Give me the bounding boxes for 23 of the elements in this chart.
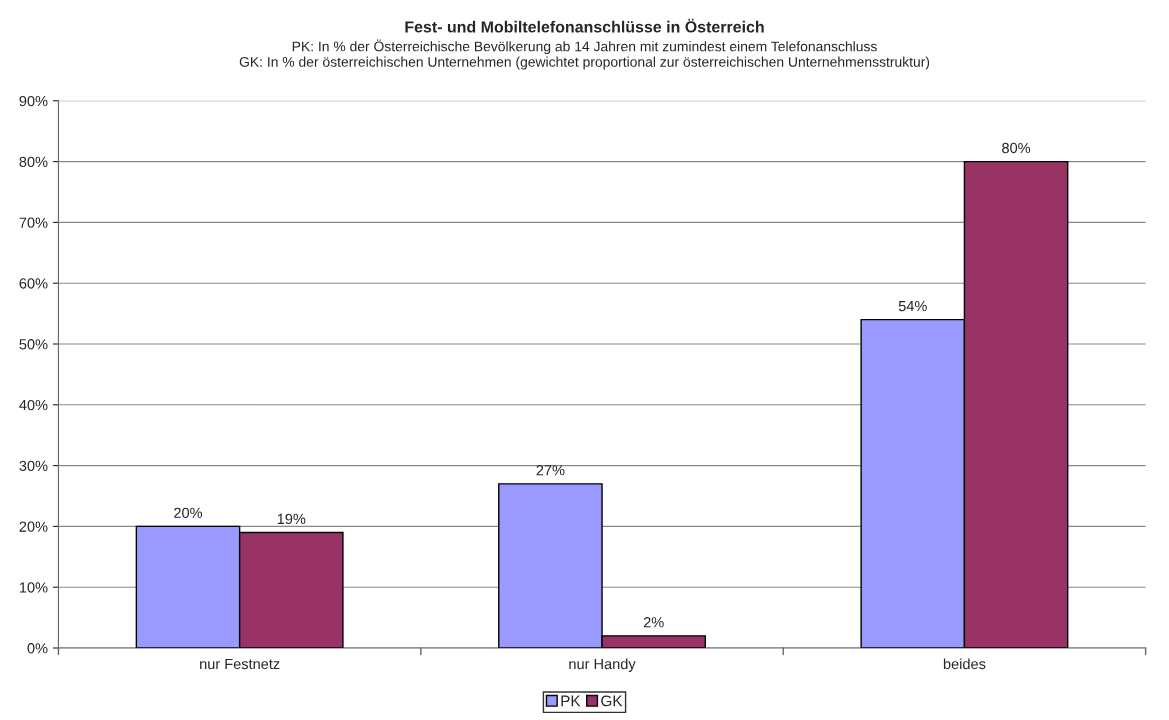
legend-label: GK [601, 695, 623, 707]
x-tick-label: nur Handy [569, 658, 636, 673]
y-tick-label: 90% [19, 95, 48, 107]
chart-subtitle: PK: In % der Österreichische Bevölkerung ab 14 Jahren mit zumindest einem Telefonanschluss GK: In % der österreichischen Unternehmen (gewichtet proportional zur österreichischen Unternehmensstruktur) [239, 39, 930, 70]
x-tick-label: beides [943, 658, 986, 670]
data-label: 2% [643, 617, 664, 628]
y-tick-label: 80% [19, 156, 48, 168]
y-tick-label: 50% [19, 339, 48, 350]
y-tick-label: 0% [27, 643, 48, 654]
legend-label: PK [561, 695, 581, 707]
y-tick-label: 30% [19, 460, 48, 472]
data-label: 27% [536, 465, 565, 476]
y-tick-label: 60% [19, 278, 48, 289]
data-label: 19% [277, 513, 306, 525]
x-tick-label: nur Festnetz [200, 658, 280, 670]
y-tick-label: 40% [19, 399, 48, 411]
chart-title: Fest- und Mobiltelefonanschlüsse in Österreich [405, 18, 764, 33]
data-label: 54% [898, 300, 927, 312]
y-tick-label: 70% [19, 217, 48, 228]
y-tick-label: 20% [19, 521, 48, 532]
data-label: 20% [174, 507, 203, 518]
data-label: 80% [1002, 142, 1031, 154]
y-tick-label: 10% [19, 582, 48, 593]
